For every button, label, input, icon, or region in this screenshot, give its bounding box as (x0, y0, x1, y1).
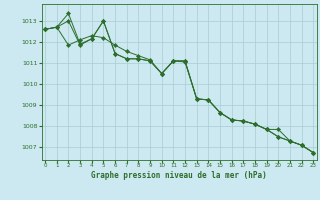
X-axis label: Graphe pression niveau de la mer (hPa): Graphe pression niveau de la mer (hPa) (91, 171, 267, 180)
